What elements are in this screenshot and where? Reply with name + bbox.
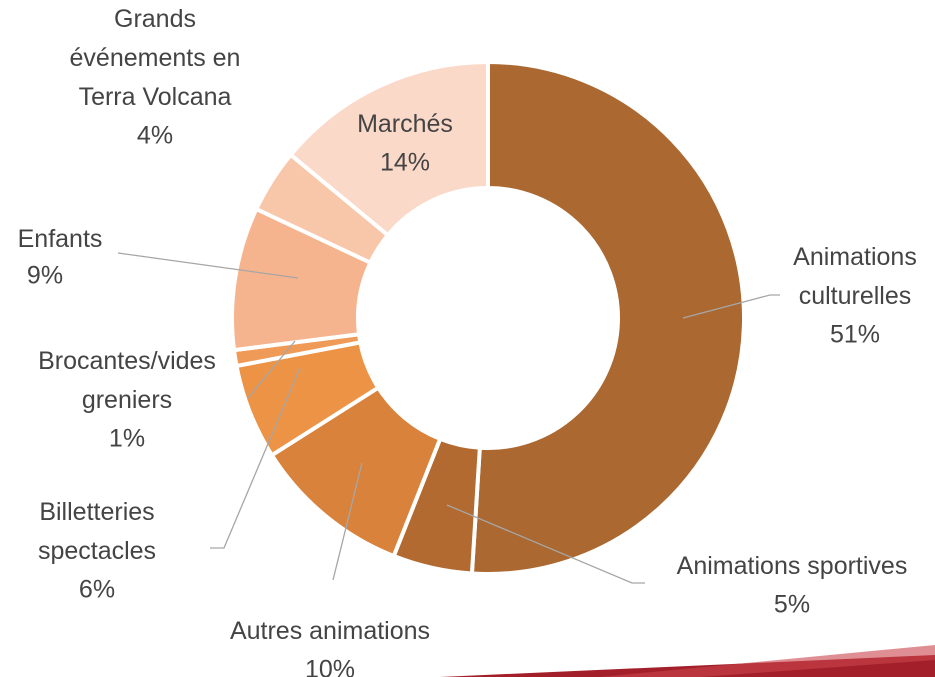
category-label: Brocantes/vides greniers [38, 347, 216, 414]
value-label: 9% [27, 262, 63, 290]
decoration [600, 645, 935, 677]
leader-line [682, 294, 780, 319]
category-label: Grands événements en Terra Volcana [70, 5, 241, 111]
leader-line [210, 367, 301, 549]
leader-line [332, 462, 363, 581]
value-label: 10% [305, 656, 355, 677]
value-label: 51% [830, 321, 880, 349]
donut-slice [469, 59, 746, 576]
leader-line [117, 252, 299, 279]
donut-slice [287, 59, 490, 238]
leader-line [247, 340, 296, 399]
value-label: 5% [774, 591, 810, 619]
value-label: 6% [79, 576, 115, 604]
value-label: 1% [109, 425, 145, 453]
category-label: Animations sportives [677, 552, 908, 580]
value-label: 4% [137, 122, 173, 150]
category-label: Animations culturelles [793, 243, 917, 310]
category-label: Enfants [18, 225, 103, 253]
category-label: Autres animations [230, 617, 430, 645]
leader-line [446, 504, 645, 584]
category-label: Marchés [357, 110, 453, 138]
category-label: Billetteries spectacles [38, 498, 156, 565]
value-label: 14% [380, 149, 430, 177]
